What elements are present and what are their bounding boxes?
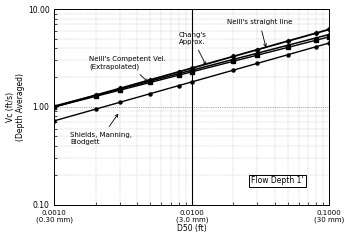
Y-axis label: Vc (ft/s)
(Depth Averaged): Vc (ft/s) (Depth Averaged) [6,73,25,141]
X-axis label: D50 (ft): D50 (ft) [177,224,207,234]
Text: Shields, Manning,
Blodgett: Shields, Manning, Blodgett [70,114,132,145]
Text: Flow Depth 1': Flow Depth 1' [251,176,304,185]
Text: Neill's Competent Vel.
(Extrapolated): Neill's Competent Vel. (Extrapolated) [90,56,166,82]
Text: Neill's straight line: Neill's straight line [227,19,292,47]
Text: Chang's
Approx.: Chang's Approx. [178,32,206,65]
